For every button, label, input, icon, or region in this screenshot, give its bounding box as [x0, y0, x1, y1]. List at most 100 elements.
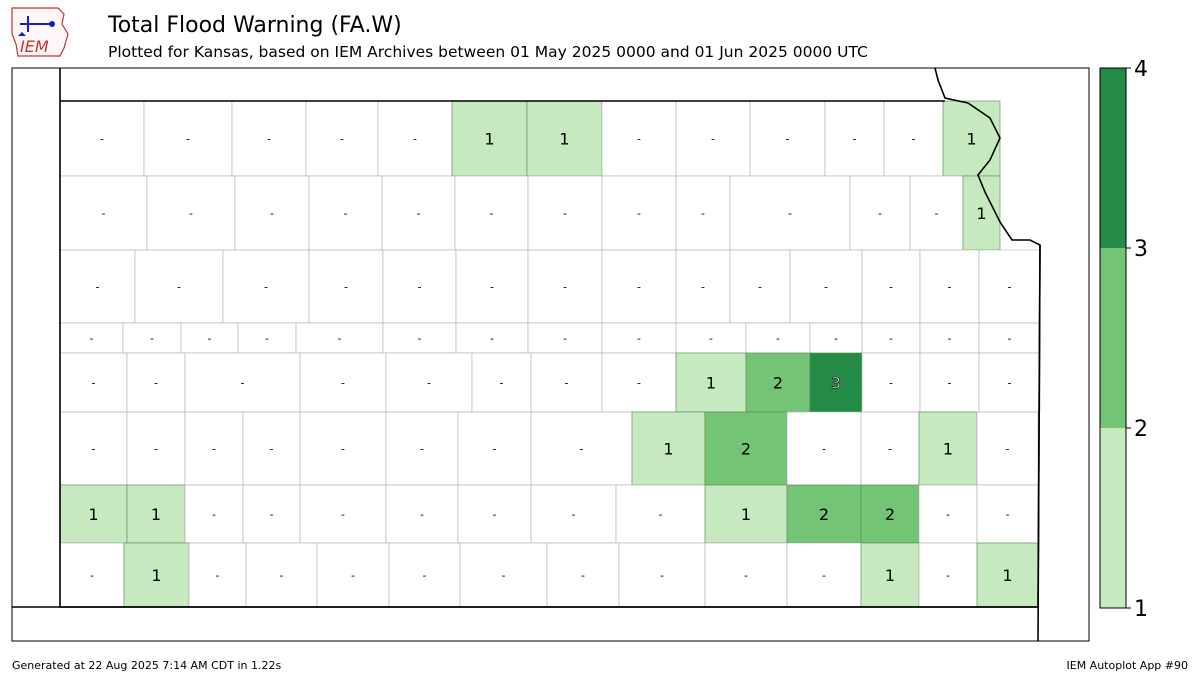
- county-cell: [385, 352, 473, 413]
- county-cell: [601, 100, 677, 177]
- county-cell: [308, 175, 383, 251]
- county-cell: [59, 542, 125, 608]
- county-cell: [59, 411, 128, 486]
- county-value-label: -: [270, 207, 274, 220]
- county-value-label: -: [935, 207, 939, 220]
- county-value-label: -: [637, 332, 641, 345]
- county-cell: [237, 322, 297, 354]
- county-value-label: -: [212, 508, 216, 521]
- legend-tick-label: 4: [1134, 60, 1148, 82]
- county-cell: [245, 542, 318, 608]
- county-value-label: -: [92, 443, 96, 456]
- county-cell: [618, 542, 706, 608]
- county-cell: [601, 352, 677, 413]
- county-cell: [615, 484, 706, 544]
- county-value-label: -: [423, 569, 427, 582]
- county-cell: [126, 352, 186, 413]
- county-cell: [188, 542, 247, 608]
- county-value-label: 1: [88, 505, 98, 524]
- county-value-label: -: [216, 569, 220, 582]
- county-cell: [601, 175, 677, 251]
- county-value-label: 2: [741, 440, 751, 459]
- county-cell: [601, 249, 677, 324]
- county-value-label: -: [413, 133, 417, 146]
- county-value-label: -: [637, 281, 641, 294]
- legend-tick-label: 1: [1134, 597, 1148, 620]
- county-cell: [234, 175, 310, 251]
- county-value-label: -: [580, 443, 584, 456]
- app-label: IEM Autoplot App #90: [1066, 659, 1189, 672]
- county-value-label: -: [888, 443, 892, 456]
- county-value-label: -: [102, 207, 106, 220]
- county-value-label: 1: [885, 566, 895, 585]
- county-value-label: -: [834, 332, 838, 345]
- county-cell: [860, 542, 920, 608]
- legend-outline: [1099, 67, 1127, 609]
- county-cell: [729, 249, 791, 324]
- county-cell: [299, 484, 387, 544]
- county-layer: - - - - - 1 1 - - - - - 1 - - - - - - - - - - - - 1 - - - - - - - - - - - - - -…: [59, 100, 1041, 608]
- county-value-label: -: [418, 332, 422, 345]
- county-cell: [180, 322, 239, 354]
- county-cell: [809, 352, 863, 413]
- county-value-label: -: [344, 281, 348, 294]
- county-value-label: -: [853, 133, 857, 146]
- county-value-label: -: [1006, 443, 1010, 456]
- county-value-label: -: [344, 207, 348, 220]
- county-cell: [704, 542, 788, 608]
- county-value-label: -: [341, 443, 345, 456]
- county-value-label: -: [177, 281, 181, 294]
- county-cell: [675, 352, 747, 413]
- county-value-label: -: [948, 332, 952, 345]
- county-cell: [978, 352, 1041, 413]
- county-value-label: -: [241, 377, 245, 390]
- county-value-label: -: [493, 508, 497, 521]
- county-value-label: 1: [663, 440, 673, 459]
- county-value-label: -: [889, 332, 893, 345]
- county-value-label: -: [92, 377, 96, 390]
- county-cell: [860, 411, 920, 486]
- county-cell: [457, 411, 532, 486]
- county-value-label: -: [264, 281, 268, 294]
- county-cell: [861, 249, 921, 324]
- county-value-label: -: [270, 508, 274, 521]
- county-cell: [242, 484, 301, 544]
- county-value-label: -: [90, 332, 94, 345]
- county-cell: [530, 352, 603, 413]
- county-cell: [631, 411, 706, 486]
- county-value-label: -: [270, 443, 274, 456]
- legend-band-1: [1100, 428, 1126, 608]
- county-value-label: 1: [151, 566, 161, 585]
- county-cell: [919, 249, 980, 324]
- legend-tick-label: 2: [1134, 417, 1148, 442]
- county-cell: [457, 484, 532, 544]
- county-value-label: -: [946, 508, 950, 521]
- county-value-label: -: [208, 332, 212, 345]
- county-value-label: -: [563, 207, 567, 220]
- county-cell: [849, 175, 911, 251]
- legend-colorbar: 1 2 3 4: [1099, 60, 1148, 620]
- county-cell: [860, 484, 920, 544]
- county-value-label: -: [280, 569, 284, 582]
- county-value-label: -: [744, 569, 748, 582]
- county-value-label: -: [786, 133, 790, 146]
- county-value-label: -: [490, 207, 494, 220]
- county-value-label: -: [1006, 508, 1010, 521]
- county-cell: [786, 411, 862, 486]
- county-cell: [451, 100, 528, 177]
- county-cell: [918, 542, 978, 608]
- page-title: Total Flood Warning (FA.W): [108, 13, 402, 38]
- county-value-label: -: [948, 377, 952, 390]
- iem-logo: IEM: [8, 4, 72, 60]
- legend-band-2: [1100, 248, 1126, 428]
- county-value-label: 1: [484, 130, 494, 149]
- county-value-label: 3: [831, 374, 841, 393]
- county-value-label: -: [338, 332, 342, 345]
- county-value-label: -: [490, 332, 494, 345]
- county-cell: [146, 175, 236, 251]
- county-cell: [919, 352, 980, 413]
- county-value-label: -: [701, 281, 705, 294]
- logo-text: IEM: [20, 37, 49, 56]
- legend-tick-label: 3: [1134, 237, 1148, 262]
- page-subtitle: Plotted for Kansas, based on IEM Archive…: [108, 43, 868, 61]
